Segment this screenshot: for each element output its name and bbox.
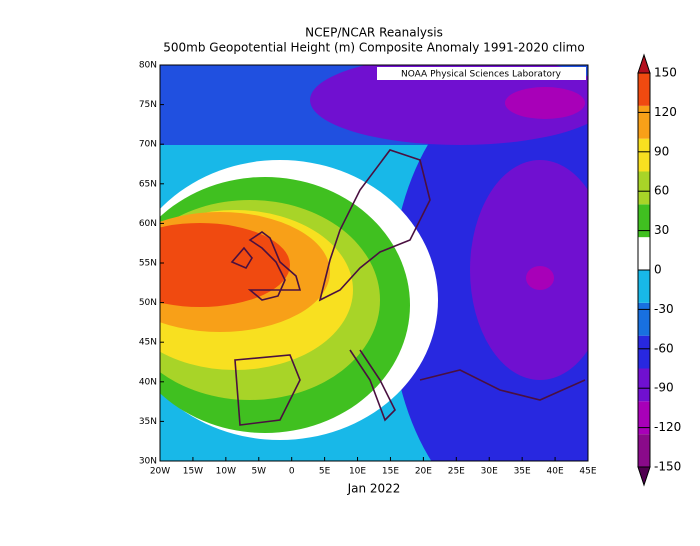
x-tick-label: 35E (514, 467, 531, 477)
y-tick-label: 50N (139, 298, 157, 308)
x-tick-label: 5E (319, 467, 331, 477)
colorbar-over (637, 53, 651, 74)
colorbar-band (638, 105, 650, 139)
y-tick-label: 75N (139, 100, 157, 110)
colorbar-under (637, 466, 651, 487)
credit: NOAA Physical Sciences Laboratory (401, 70, 562, 80)
title: NCEP/NCAR Reanalysis (305, 26, 443, 40)
x-tick-label: 45E (579, 467, 596, 477)
y-tick-label: 30N (139, 457, 157, 467)
colorbar-tick-label: -60 (654, 341, 674, 355)
x-tick-label: 5W (251, 467, 266, 477)
colorbar-band (638, 138, 650, 172)
y-tick-label: 35N (139, 417, 157, 427)
colorbar-tick-label: -30 (654, 302, 674, 316)
y-tick-label: 70N (139, 140, 157, 150)
x-tick-label: 0 (289, 467, 295, 477)
credit-box (377, 67, 586, 80)
x-tick-label: 40E (547, 467, 564, 477)
x-tick-label: 20E (415, 467, 432, 477)
subtitle: 500mb Geopotential Height (m) Composite … (163, 41, 584, 55)
x-tick-label: 25E (448, 467, 465, 477)
y-tick-label: 80N (139, 61, 157, 71)
colorbar-tick-label: 30 (654, 223, 669, 237)
colorbar-tick-label: 90 (654, 144, 669, 158)
y-tick-label: 55N (139, 259, 157, 269)
colorbar: -150 -120 -90 -60 -30 0 30 60 90 120 150 (637, 53, 681, 487)
x-tick-label: 15E (382, 467, 399, 477)
colorbar-band (638, 73, 650, 106)
y-tick-label: 45N (139, 338, 157, 348)
anomaly-field (160, 65, 588, 461)
y-tick-label: 65N (139, 179, 157, 189)
y-tick-label: 40N (139, 377, 157, 387)
colorbar-tick-label: 120 (654, 105, 677, 119)
colorbar-band (638, 204, 650, 238)
colorbar-tick-label: -90 (654, 381, 674, 395)
colorbar-band (638, 434, 650, 467)
colorbar-band (638, 401, 650, 435)
x-tick-label: 30E (481, 467, 498, 477)
axes: 20W 15W 10W 5W 0 5E 10E 15E 20E 25E 30E 35E 40E 45E 30… (139, 61, 597, 477)
colorbar-band (638, 237, 650, 270)
x-tick-label: 10W (216, 467, 236, 477)
date-label: Jan 2022 (347, 482, 401, 496)
y-tick-label: 60N (139, 219, 157, 229)
colorbar-tick-label: -120 (654, 420, 681, 434)
x-tick-label: 20W (150, 467, 170, 477)
colorbar-band (638, 171, 650, 205)
colorbar-tick-label: 60 (654, 184, 669, 198)
colorbar-band (638, 335, 650, 369)
colorbar-band (638, 368, 650, 402)
x-tick-label: 10E (349, 467, 366, 477)
colorbar-band (638, 270, 650, 303)
colorbar-tick-label: 150 (654, 66, 677, 80)
colorbar-band (638, 302, 650, 336)
x-tick-label: 15W (183, 467, 203, 477)
colorbar-tick-label: 0 (654, 263, 662, 277)
colorbar-tick-label: -150 (654, 460, 681, 474)
